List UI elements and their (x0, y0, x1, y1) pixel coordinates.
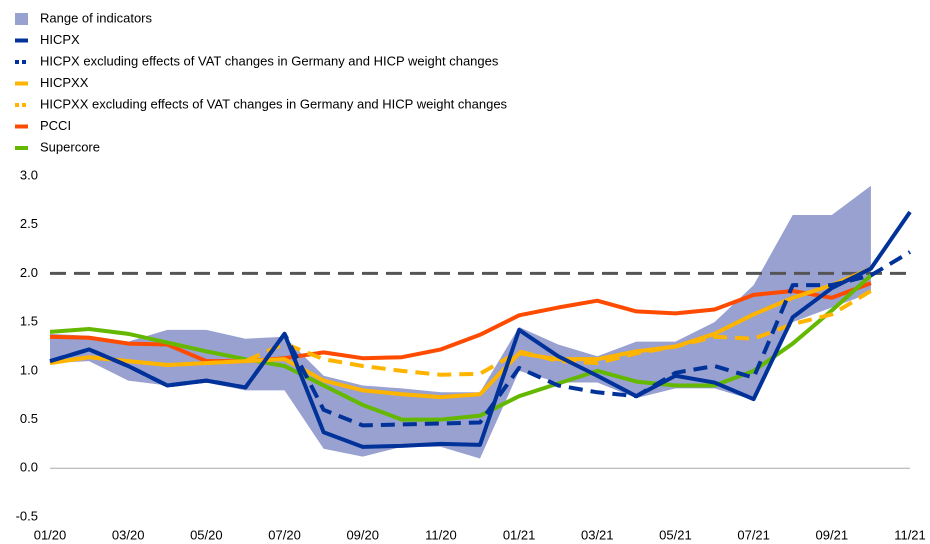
x-tick-label: 03/21 (581, 527, 614, 542)
y-tick-label: 3.0 (20, 167, 38, 182)
series-line (49, 273, 873, 422)
x-tick-label: 11/21 (894, 527, 926, 542)
legend-label: HICPX (40, 32, 80, 47)
legend-label: HICPXX (40, 75, 89, 90)
legend-label: HICPXX excluding effects of VAT changes … (40, 96, 508, 111)
y-tick-label: 0.5 (20, 411, 38, 426)
y-tick-label: 2.5 (20, 216, 38, 231)
y-tick-label: 1.0 (20, 362, 38, 377)
x-tick-label: 05/21 (659, 527, 692, 542)
x-tick-label: 01/21 (503, 527, 536, 542)
x-tick-label: 07/20 (268, 527, 301, 542)
x-tick-label: 05/20 (190, 527, 223, 542)
series-line (49, 266, 872, 400)
series-line (49, 210, 912, 449)
legend-label: HICPX excluding effects of VAT changes i… (40, 53, 499, 68)
series-line (49, 250, 912, 428)
x-tick-label: 03/20 (112, 527, 145, 542)
x-tick-label: 09/20 (346, 527, 379, 542)
x-tick-label: 09/21 (816, 527, 849, 542)
range-area (50, 185, 871, 459)
x-tick-label: 07/21 (737, 527, 770, 542)
legend-swatch (15, 13, 28, 25)
x-tick-label: 11/20 (425, 527, 457, 542)
y-tick-label: 1.5 (20, 314, 38, 329)
legend-label: Range of indicators (40, 10, 153, 25)
y-tick-label: -0.5 (16, 508, 38, 523)
y-tick-label: 2.0 (20, 265, 38, 280)
y-tick-label: 0.0 (20, 460, 38, 475)
legend-label: Supercore (40, 139, 100, 154)
series-line (49, 281, 872, 364)
x-tick-label: 01/20 (34, 527, 67, 542)
legend-label: PCCI (40, 118, 71, 133)
